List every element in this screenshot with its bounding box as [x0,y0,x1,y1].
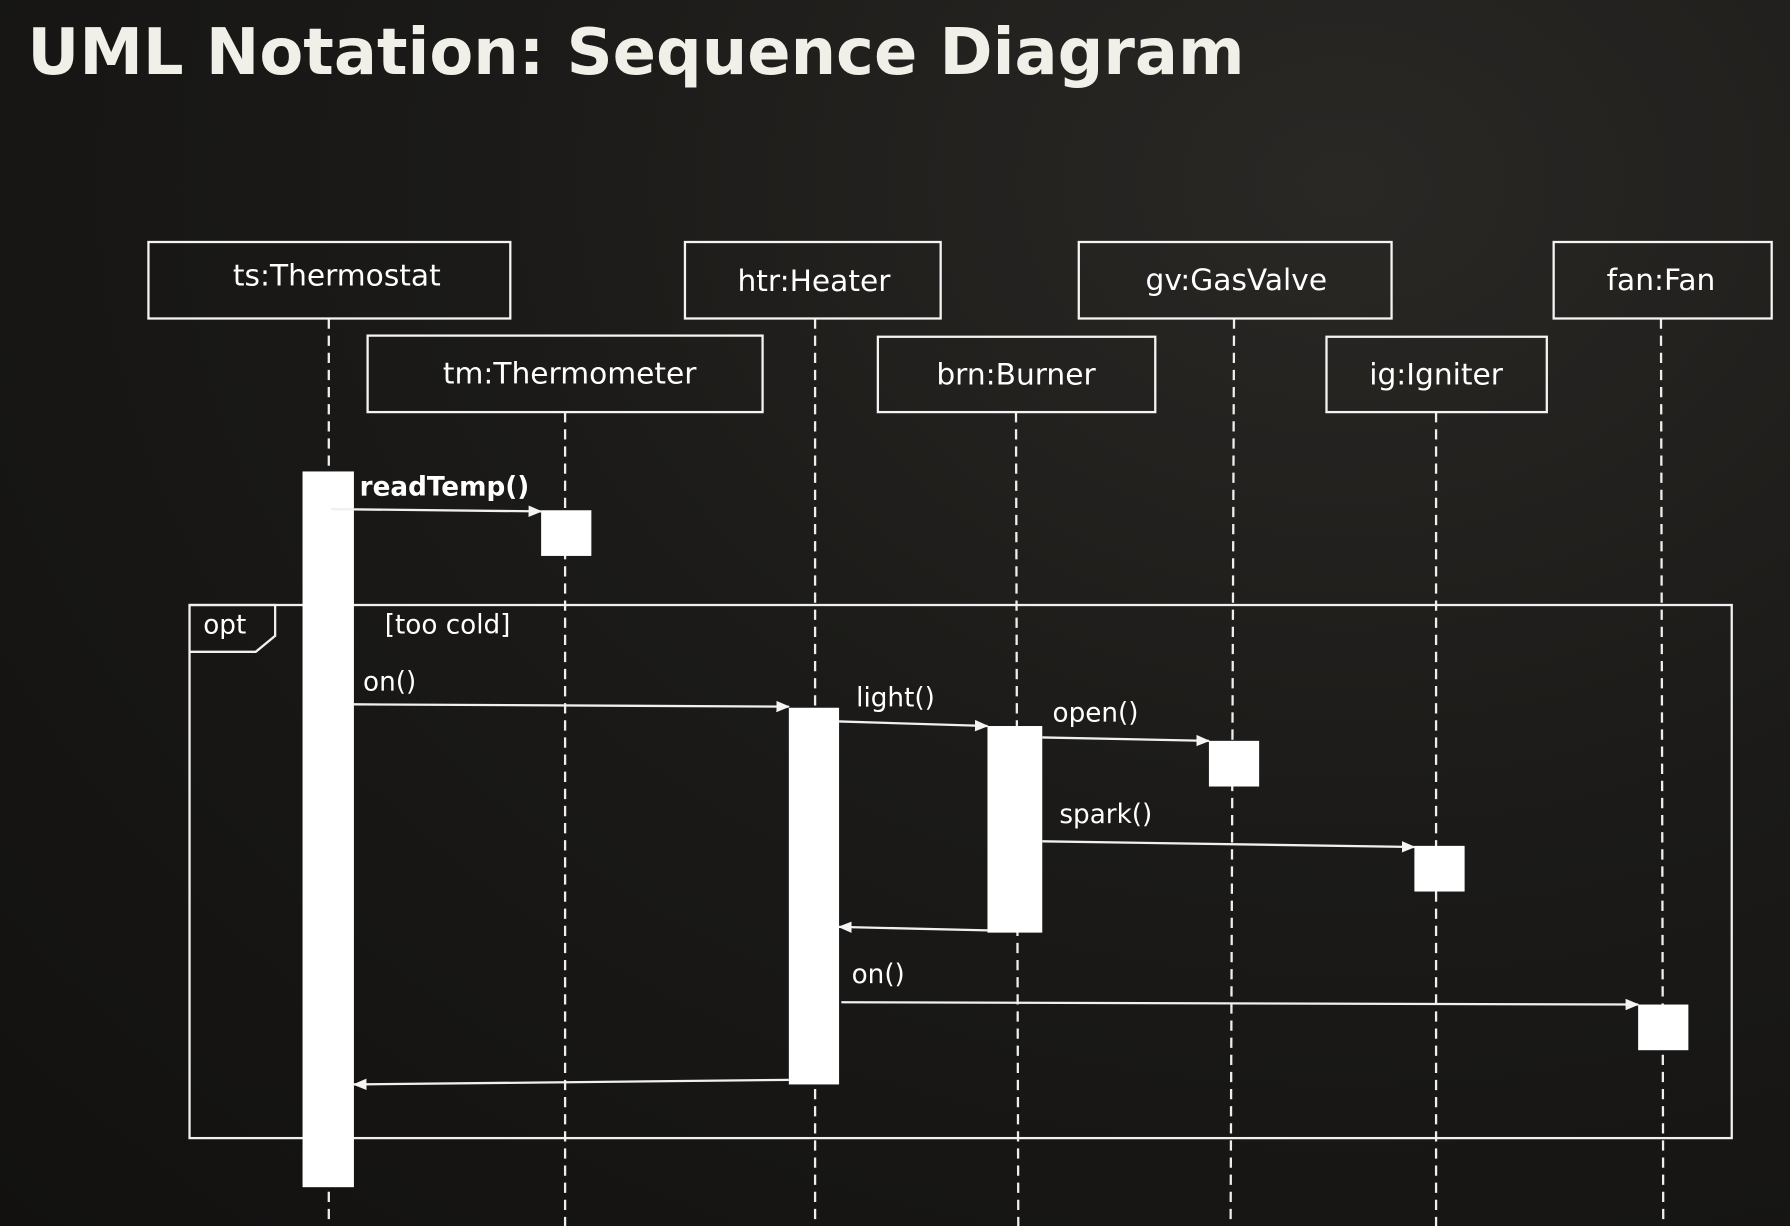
activation-ig [1414,845,1465,892]
message-label: light() [856,684,935,714]
message-label: open() [1053,698,1139,728]
participant-tm: tm:Thermometer [366,334,764,414]
message-spark: spark() [1042,800,1416,853]
message-arrow [839,719,989,732]
participant-label: brn:Burner [936,357,1096,392]
page-title: UML Notation: Sequence Diagram [27,16,1244,90]
participant-label: gv:GasValve [1146,262,1328,297]
message-return-heater [352,1078,789,1091]
message-open: open() [1042,698,1211,747]
activation-brn [987,726,1043,933]
activation-fan [1638,1004,1689,1051]
message-light: light() [839,684,989,732]
return-arrow [837,921,988,933]
message-label: spark() [1059,800,1152,830]
fragment-tab [189,603,277,653]
participant-label: htr:Heater [738,263,892,298]
message-label: on() [363,668,416,698]
participant-ig: ig:Igniter [1325,335,1548,414]
participant-label: tm:Thermometer [443,356,697,391]
activation-gv [1208,740,1260,787]
message-arrow [1042,734,1211,747]
activation-tm [541,510,592,556]
return-arrow [352,1078,789,1091]
participant-label: fan:Fan [1607,262,1716,297]
message-arrow [353,700,790,713]
participant-label: ts:Thermostat [233,257,441,292]
message-on-heater: on() [353,668,790,713]
participant-label: ig:Igniter [1369,357,1504,392]
participant-brn: brn:Burner [876,335,1157,414]
message-return-burner [837,921,988,933]
opt-fragment: opt [too cold] [188,603,1733,1140]
activations [302,471,1689,1188]
fragment-frame [188,603,1733,1140]
fragment-operator: opt [203,611,246,641]
fragment-guard: [too cold] [385,611,511,641]
participant-ts: ts:Thermostat [147,240,512,320]
activation-ts [302,471,354,1188]
participant-gv: gv:GasValve [1077,240,1393,320]
message-label: on() [852,960,905,990]
participant-htr: htr:Heater [683,240,942,320]
message-arrow [331,505,543,517]
message-arrow [841,998,1640,1011]
participant-fan: fan:Fan [1552,240,1773,320]
message-arrow [1042,840,1416,853]
message-label: readTemp() [360,472,530,502]
message-readtemp: readTemp() [331,472,543,517]
activation-htr [788,707,840,1085]
message-on-fan: on() [841,960,1640,1011]
lifeline-fan [1659,318,1665,1226]
